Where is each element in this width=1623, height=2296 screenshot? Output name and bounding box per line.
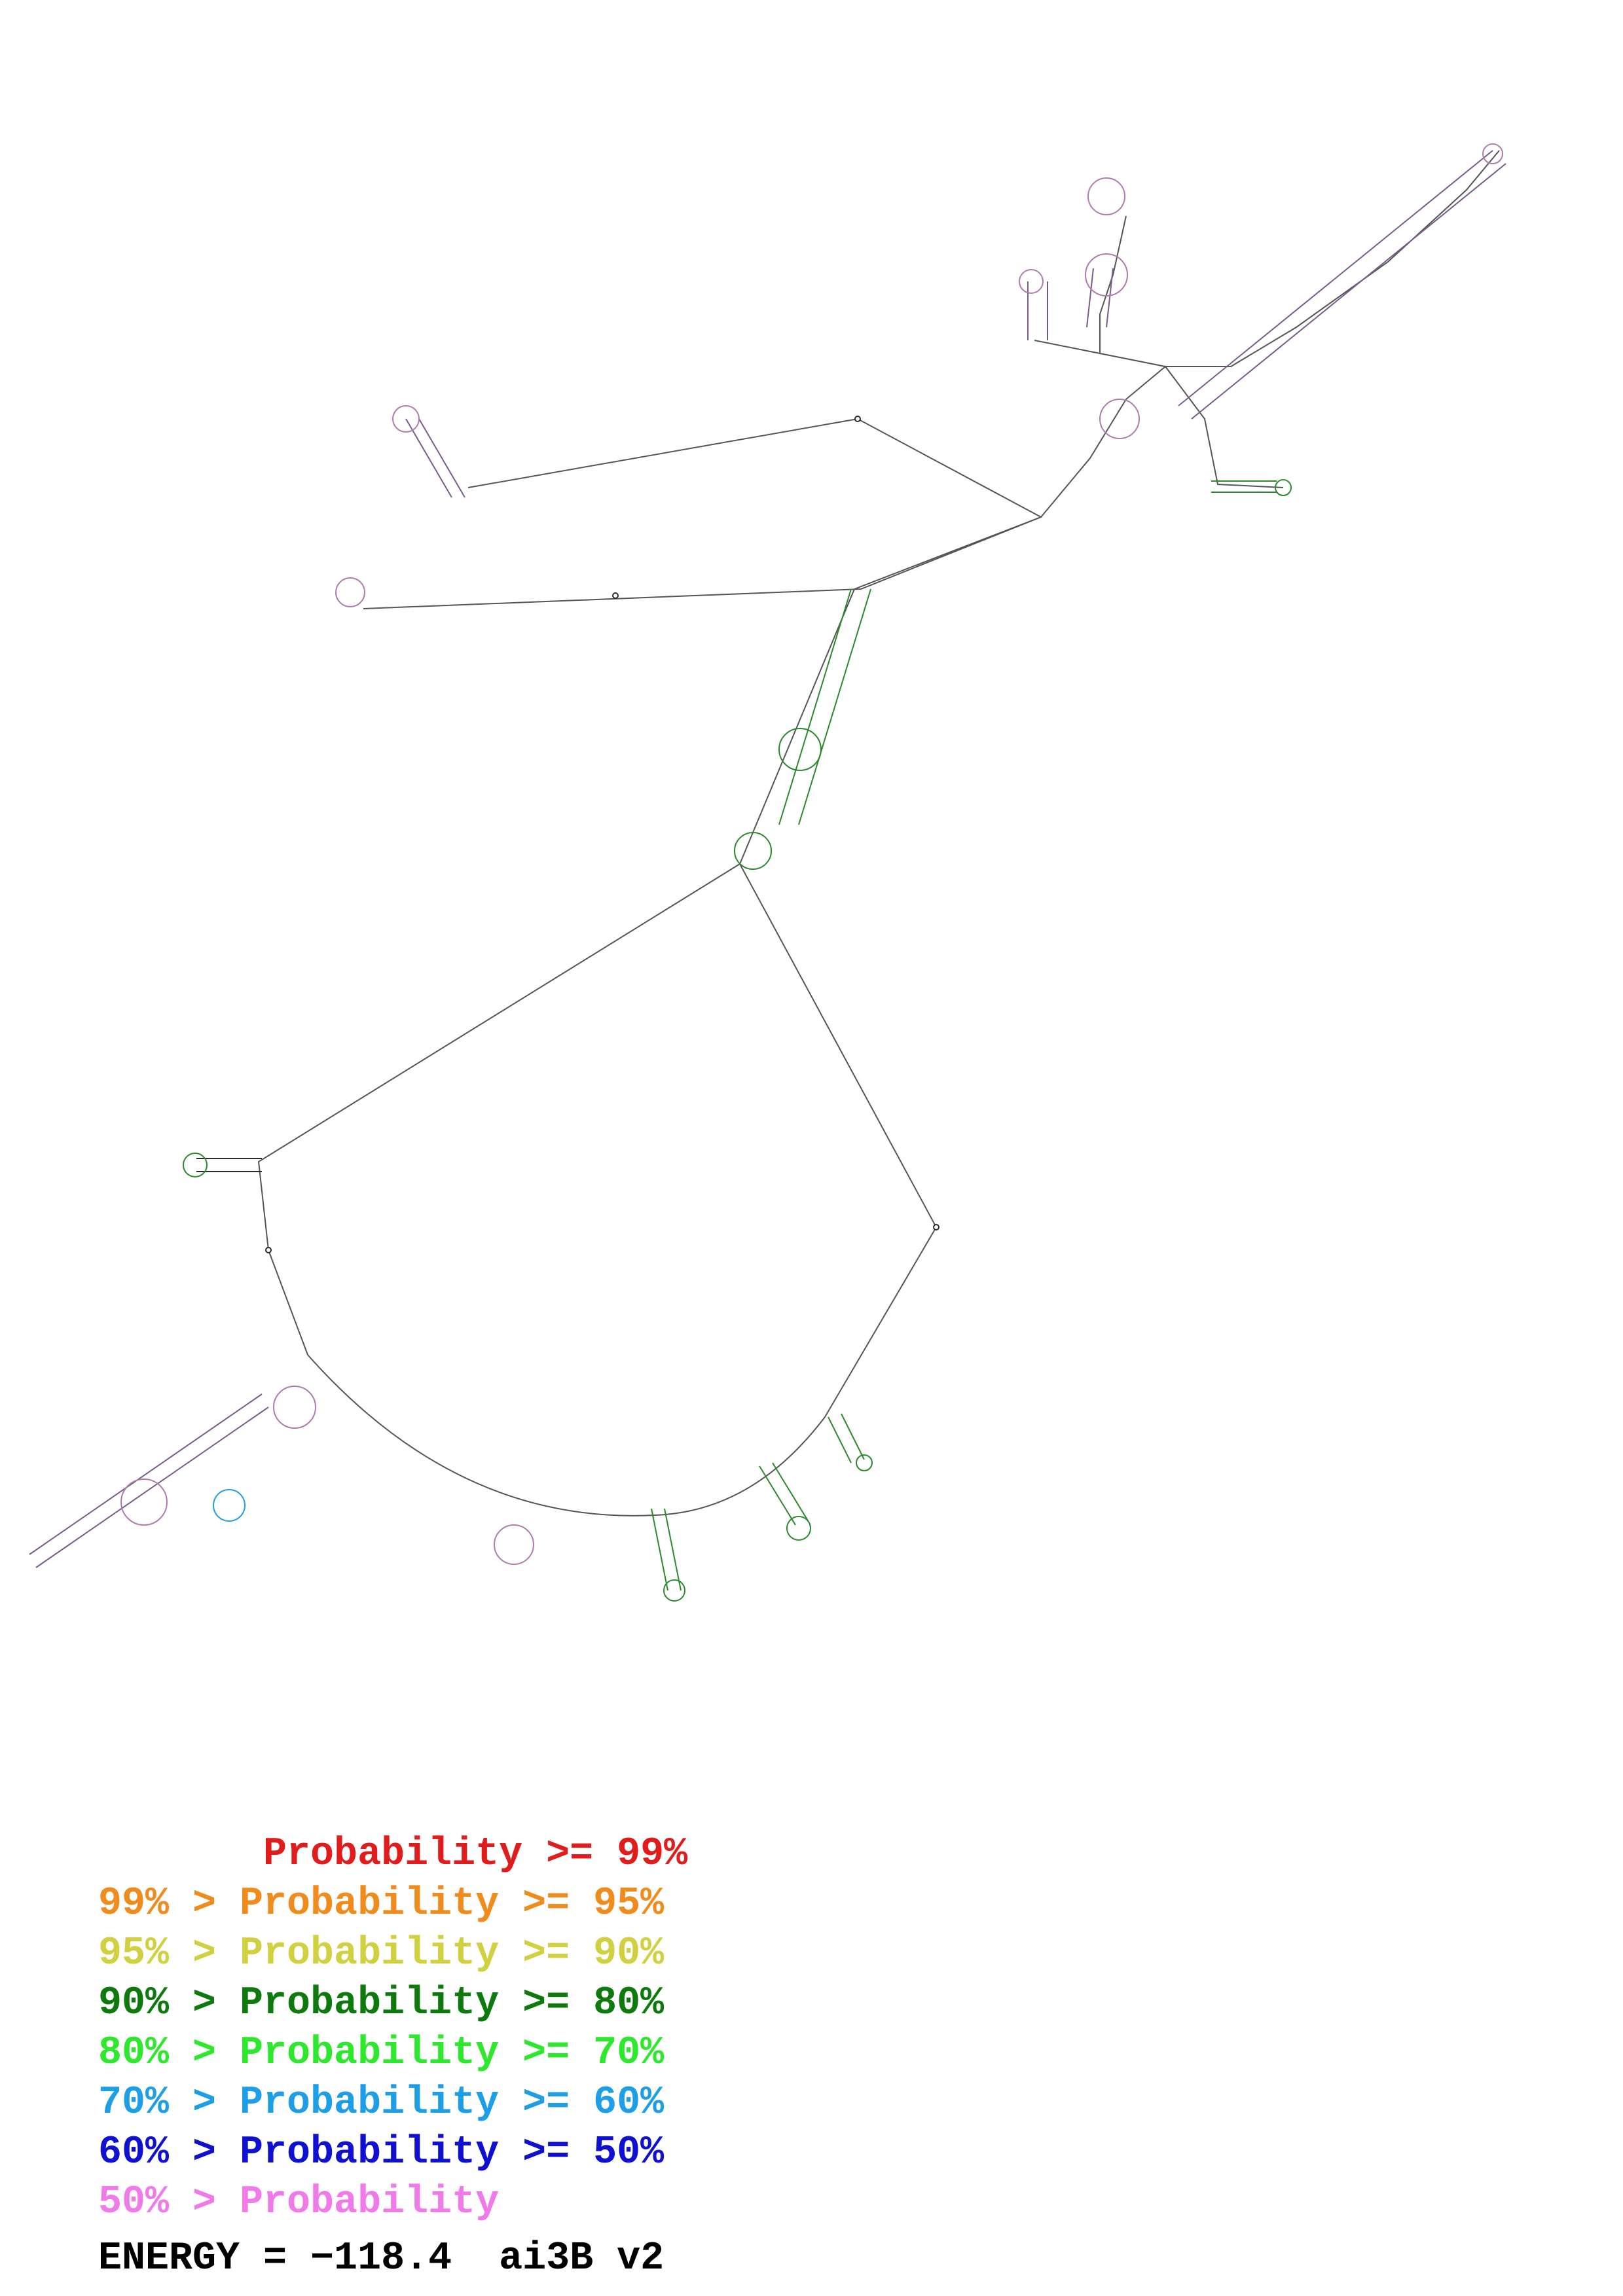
- helix-bottom-left: [29, 1393, 269, 1568]
- legend-item-95: 99% > Probability >= 95%: [98, 1882, 665, 1926]
- loop-nucleotides: [120, 143, 1503, 1602]
- rna-secondary-structure-diagram: [29, 143, 1506, 1602]
- helix-bottom-stems: [651, 1413, 865, 1591]
- helix-central: [778, 588, 871, 825]
- legend-item-50: 60% > Probability >= 50%: [98, 2130, 665, 2175]
- helix-top-upper: [1027, 268, 1114, 340]
- helix-stems: [29, 150, 1506, 1591]
- legend-item-below-50: 50% > Probability: [98, 2180, 500, 2225]
- legend-item-70: 80% > Probability >= 70%: [98, 2031, 665, 2075]
- legend-item-80: 90% > Probability >= 80%: [98, 1981, 665, 2026]
- helix-top-right: [1178, 150, 1506, 420]
- legend-item-99: Probability >= 99%: [98, 1832, 688, 1876]
- helix-right-stub: [1211, 480, 1277, 493]
- helix-mid-left: [196, 1158, 262, 1172]
- helix-upper-left: [405, 418, 465, 498]
- legend-item-60: 70% > Probability >= 60%: [98, 2081, 665, 2125]
- legend-item-90: 95% > Probability >= 90%: [98, 1931, 665, 1976]
- energy-label: ENERGY = −118.4 ai3B v2: [98, 2236, 665, 2281]
- backbone-lines: [257, 150, 1500, 1516]
